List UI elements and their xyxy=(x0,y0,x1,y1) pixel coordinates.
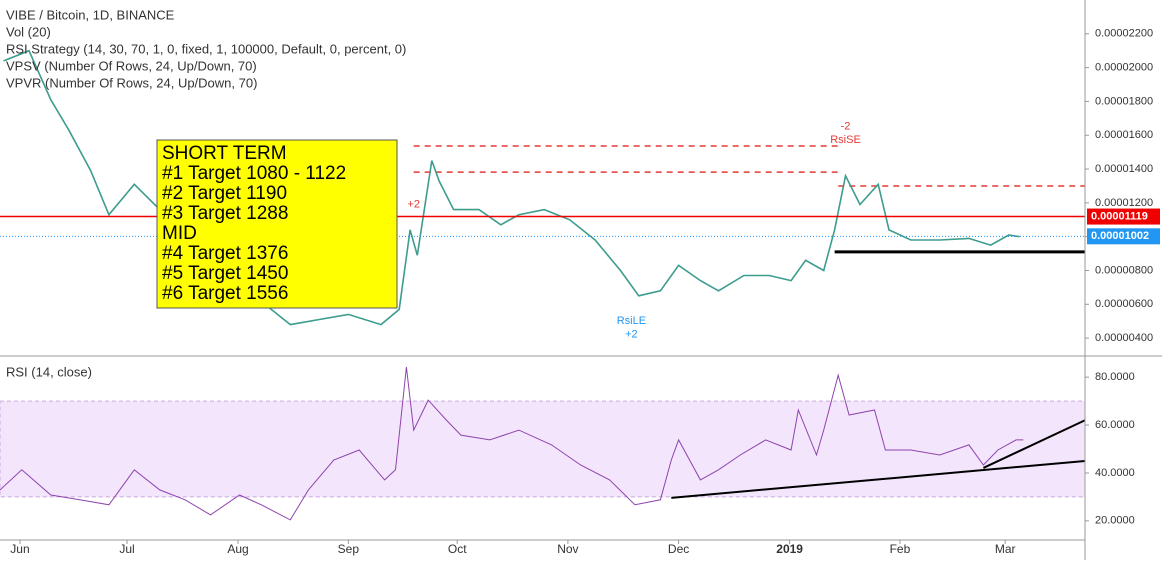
x-tick-label: Oct xyxy=(448,542,467,556)
y-tick-label: 0.00000400 xyxy=(1095,332,1153,344)
y-tick-label: 0.00001400 xyxy=(1095,163,1153,175)
note-line: #2 Target 1190 xyxy=(162,183,287,204)
price-label: 0.00001119 xyxy=(1091,210,1148,222)
note-line: #5 Target 1450 xyxy=(162,263,288,284)
indicator: Vol (20) xyxy=(6,24,51,39)
note-line: #6 Target 1556 xyxy=(162,283,288,304)
annotation: RsiLE xyxy=(617,315,646,327)
y-tick-label: 60.0000 xyxy=(1095,419,1135,431)
y-tick-label: 0.00001200 xyxy=(1095,197,1153,209)
note-line: MID xyxy=(162,223,197,244)
y-tick-label: 80.0000 xyxy=(1095,371,1135,383)
y-tick-label: 0.00000600 xyxy=(1095,298,1153,310)
y-tick-label: 40.0000 xyxy=(1095,467,1135,479)
chart-title: VIBE / Bitcoin, 1D, BINANCE xyxy=(6,7,175,22)
y-tick-label: 20.0000 xyxy=(1095,515,1135,527)
indicator: VPVR (Number Of Rows, 24, Up/Down, 70) xyxy=(6,75,257,90)
y-tick-label: 0.00002200 xyxy=(1095,28,1153,40)
y-tick-label: 0.00001800 xyxy=(1095,95,1153,107)
x-tick-label: Mar xyxy=(995,542,1016,556)
note-line: #1 Target 1080 - 1122 xyxy=(162,163,346,184)
indicator: VPSV (Number Of Rows, 24, Up/Down, 70) xyxy=(6,58,257,73)
x-tick-label: 2019 xyxy=(776,542,803,556)
x-tick-label: Nov xyxy=(557,542,578,556)
y-tick-label: 0.00002000 xyxy=(1095,62,1153,74)
x-tick-label: Sep xyxy=(338,542,360,556)
y-tick-label: 0.00000800 xyxy=(1095,264,1153,276)
panel-title: RSI (14, close) xyxy=(6,364,92,379)
annotation: -2 xyxy=(841,121,851,133)
note-line: SHORT TERM xyxy=(162,143,287,164)
series-line xyxy=(0,367,1024,521)
annotation: +2 xyxy=(407,198,420,210)
indicator: RSI Strategy (14, 30, 70, 1, 0, fixed, 1… xyxy=(6,41,406,56)
x-tick-label: Jul xyxy=(119,542,134,556)
trend-line xyxy=(982,419,1086,469)
note-box xyxy=(156,139,398,309)
x-tick-label: Feb xyxy=(890,542,911,556)
rsi-band xyxy=(0,400,1086,498)
price-label-box xyxy=(1087,208,1160,225)
annotation: RsiSE xyxy=(830,134,861,146)
note-line: #4 Target 1376 xyxy=(162,243,288,264)
price-label: 0.00001002 xyxy=(1091,230,1149,242)
note-line: #3 Target 1288 xyxy=(162,203,288,224)
x-tick-label: Dec xyxy=(668,542,689,556)
x-tick-label: Jun xyxy=(10,542,29,556)
annotation: +2 xyxy=(625,329,638,341)
trend-line xyxy=(671,459,1086,499)
price-label-box xyxy=(1087,228,1160,245)
y-tick-label: 0.00001600 xyxy=(1095,129,1153,141)
x-tick-label: Aug xyxy=(227,542,248,556)
